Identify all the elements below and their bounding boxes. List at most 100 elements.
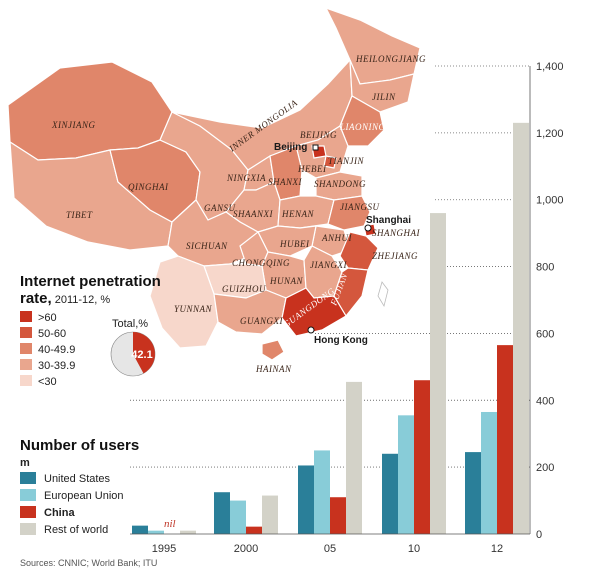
city-shanghai: Shanghai (366, 215, 411, 226)
label-yunnan: YUNNAN (174, 304, 213, 314)
series-swatch-1 (20, 489, 36, 501)
label-anhui: ANHUI (321, 233, 352, 243)
label-henan: HENAN (281, 209, 314, 219)
label-tianjin: TIANJIN (328, 156, 364, 166)
legend-swatch-0 (20, 311, 32, 322)
bar-united-states-1995 (132, 525, 148, 534)
bar-rest-of-world-05 (346, 381, 362, 534)
label-guizhou: GUIZHOU (222, 284, 266, 294)
legend-label-2: 40-49.9 (38, 344, 75, 356)
x-tick-2: 05 (324, 543, 336, 555)
beijing-marker (312, 144, 319, 151)
shanghai-marker (364, 224, 372, 232)
series-swatch-2 (20, 506, 36, 518)
label-hubei: HUBEI (279, 239, 310, 249)
label-hainan: HAINAN (255, 364, 292, 374)
province-guangdong (281, 287, 347, 337)
bar-china-05 (330, 497, 346, 534)
series-label-0: United States (44, 473, 111, 485)
label-jilin: JILIN (372, 92, 396, 102)
city-beijing: Beijing (274, 142, 307, 153)
bar-china-2000 (246, 526, 262, 534)
label-gansu: GANSU (204, 203, 236, 213)
nil-annotation: nil (164, 518, 176, 530)
series-swatch-3 (20, 523, 36, 535)
total-label: Total,% (112, 318, 148, 330)
bar-china-10 (414, 380, 430, 534)
label-chongqing: CHONGQING (232, 258, 290, 268)
y-tick-7: 1,400 (536, 61, 564, 73)
label-xinjiang: XINJIANG (51, 120, 96, 130)
bar-united-states-10 (382, 453, 398, 534)
bar-united-states-12 (465, 452, 481, 534)
province-guangxi (213, 289, 287, 335)
bar-european-union-12 (481, 411, 497, 534)
label-heilongjiang: HEILONGJIANG (355, 54, 426, 64)
bar-united-states-05 (298, 465, 314, 534)
x-tick-3: 10 (408, 543, 420, 555)
bar-european-union-2000 (230, 500, 246, 534)
label-jiangxi: JIANGXI (310, 260, 347, 270)
y-tick-6: 1,200 (536, 128, 564, 140)
bar-rest-of-world-12 (513, 122, 529, 534)
map-title: Internet penetration (20, 273, 161, 290)
label-sichuan: SICHUAN (186, 241, 228, 251)
y-tick-0: 0 (536, 529, 542, 541)
chart-unit: m (20, 457, 30, 469)
province-tianjin (323, 155, 337, 169)
series-swatch-0 (20, 472, 36, 484)
bar-european-union-10 (398, 415, 414, 534)
label-shaanxi: SHAANXI (233, 209, 273, 219)
legend-swatch-4 (20, 375, 32, 386)
y-tick-1: 200 (536, 462, 554, 474)
pie-slice-total (133, 332, 155, 374)
province-yunnan (149, 255, 219, 349)
map-legend: Internet penetration rate, 2011-12, % >6… (20, 273, 161, 388)
bar-chart: 0 200 400 600 800 1,000 1,200 1,400 1995 2000 05 1… (20, 61, 564, 555)
legend-label-3: 30-39.9 (38, 360, 75, 372)
series-label-1: European Union (44, 490, 124, 502)
label-ningxia: NINGXIA (226, 173, 266, 183)
label-shanghai: SHANGHAI (372, 228, 420, 238)
hongkong-marker (307, 326, 315, 334)
bar-european-union-1995 (148, 530, 164, 534)
label-shanxi: SHANXI (268, 177, 302, 187)
map-subtitle: rate, 2011-12, % (20, 290, 110, 307)
x-tick-1: 2000 (234, 543, 258, 555)
total-pie: 42.1 (110, 331, 156, 377)
legend-swatch-3 (20, 359, 32, 370)
china-map: XINJIANG TIBET QINGHAI GANSU INNER MONGO… (7, 6, 426, 374)
y-tick-2: 400 (536, 395, 554, 407)
pie-value: 42.1 (131, 349, 152, 361)
series-label-3: Rest of world (44, 524, 108, 536)
bar-united-states-2000 (214, 492, 230, 534)
label-shandong: SHANDONG (314, 179, 366, 189)
bar-china-12 (497, 345, 513, 534)
label-qinghai: QINGHAI (128, 182, 169, 192)
label-zhejiang: ZHEJIANG (372, 251, 418, 261)
legend-label-4: <30 (38, 376, 57, 388)
label-hebei: HEBEI (297, 164, 327, 174)
legend-swatch-1 (20, 327, 32, 338)
legend-swatch-2 (20, 343, 32, 354)
x-tick-0: 1995 (152, 543, 176, 555)
x-tick-4: 12 (491, 543, 503, 555)
y-tick-5: 1,000 (536, 195, 564, 207)
source-note: Sources: CNNIC; World Bank; ITU (20, 558, 157, 568)
label-guangxi: GUANGXI (240, 316, 283, 326)
taiwan (377, 281, 389, 308)
bar-rest-of-world-10 (430, 213, 446, 535)
y-tick-3: 600 (536, 328, 554, 340)
label-beijing: BEIJING (300, 130, 337, 140)
label-tibet: TIBET (66, 210, 93, 220)
legend-label-1: 50-60 (38, 328, 66, 340)
province-hainan (261, 339, 285, 361)
y-tick-4: 800 (536, 262, 554, 274)
bar-european-union-05 (314, 450, 330, 534)
label-hunan: HUNAN (269, 276, 303, 286)
series-label-2: China (44, 507, 75, 519)
chart-title: Number of users (20, 437, 139, 454)
label-jiangsu: JIANGSU (340, 202, 380, 212)
bar-rest-of-world-1995 (180, 530, 196, 534)
